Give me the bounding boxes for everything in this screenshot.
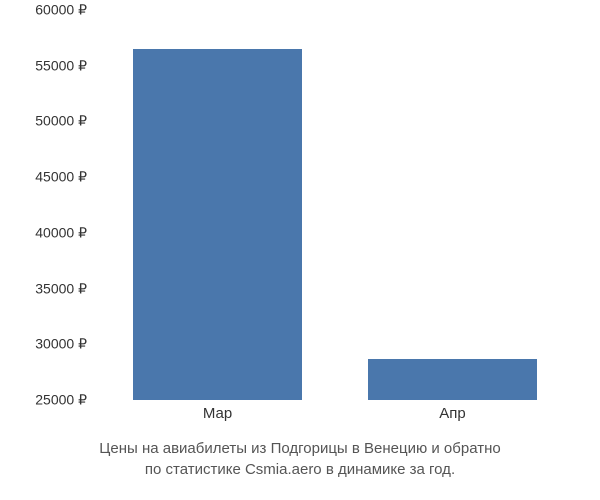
caption-line-2: по статистике Csmia.aero в динамике за г… xyxy=(145,461,455,478)
y-tick-label: 50000 ₽ xyxy=(35,113,87,130)
x-tick-label: Апр xyxy=(439,405,465,422)
y-axis: 25000 ₽30000 ₽35000 ₽40000 ₽45000 ₽50000… xyxy=(0,10,95,400)
y-tick-label: 25000 ₽ xyxy=(35,392,87,409)
plot-area xyxy=(100,10,570,400)
y-tick-label: 45000 ₽ xyxy=(35,169,87,186)
y-tick-label: 35000 ₽ xyxy=(35,280,87,297)
price-chart: 25000 ₽ 30000 ₽ 35000 ₽ 40000 ₽ 45000 ₽ 50000… xyxy=(0,0,600,500)
chart-caption: Цены на авиабилеты из Подгорицы в Венеци… xyxy=(0,438,600,480)
y-tick-label: 55000 ₽ xyxy=(35,57,87,74)
y-tick-label: 60000 ₽ xyxy=(35,2,87,19)
x-tick-label: Мар xyxy=(203,405,232,422)
y-tick-label: 40000 ₽ xyxy=(35,224,87,241)
caption-line-1: Цены на авиабилеты из Подгорицы в Венеци… xyxy=(99,440,500,457)
x-axis: Мар Апр xyxy=(100,405,570,435)
bar xyxy=(133,49,302,400)
y-tick-label: 30000 ₽ xyxy=(35,336,87,353)
bar xyxy=(368,359,537,400)
